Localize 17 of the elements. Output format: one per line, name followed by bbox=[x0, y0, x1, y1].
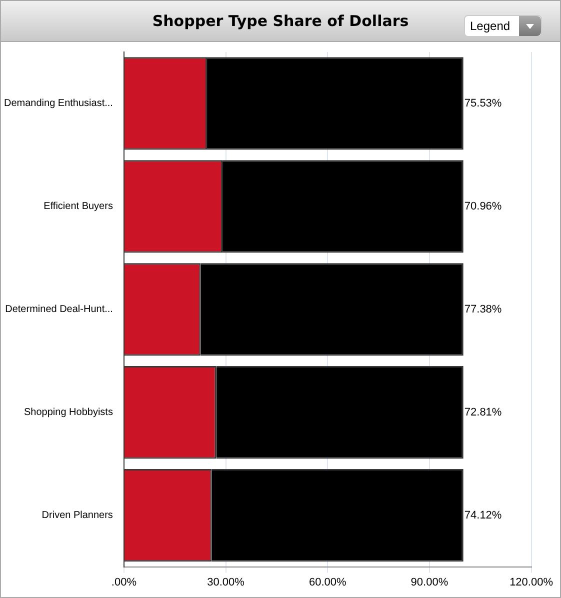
y-tick-label: Driven Planners bbox=[42, 510, 113, 522]
data-label: 72.81% bbox=[464, 406, 502, 418]
x-tick-label: 60.00% bbox=[308, 576, 346, 588]
y-tick-label: Demanding Enthusiast... bbox=[4, 98, 113, 110]
y-tick-label: Efficient Buyers bbox=[44, 201, 113, 212]
y-tick-label: Determined Deal-Hunt... bbox=[5, 304, 113, 316]
y-tick-label: Shopping Hobbyists bbox=[24, 407, 113, 418]
data-label: 77.38% bbox=[464, 303, 502, 316]
data-label: 75.53% bbox=[464, 98, 502, 110]
x-tick-label: 120.00% bbox=[510, 576, 554, 588]
x-tick-label: 30.00% bbox=[207, 576, 245, 588]
x-tick-label: 90.00% bbox=[410, 576, 448, 588]
text: Legend bbox=[469, 19, 512, 33]
data-label: 70.96% bbox=[464, 200, 502, 212]
data-label: 74.12% bbox=[464, 509, 502, 522]
chart-title: Shopper Type Share of Dollars bbox=[152, 12, 409, 30]
x-tick-label: .00% bbox=[111, 576, 137, 588]
